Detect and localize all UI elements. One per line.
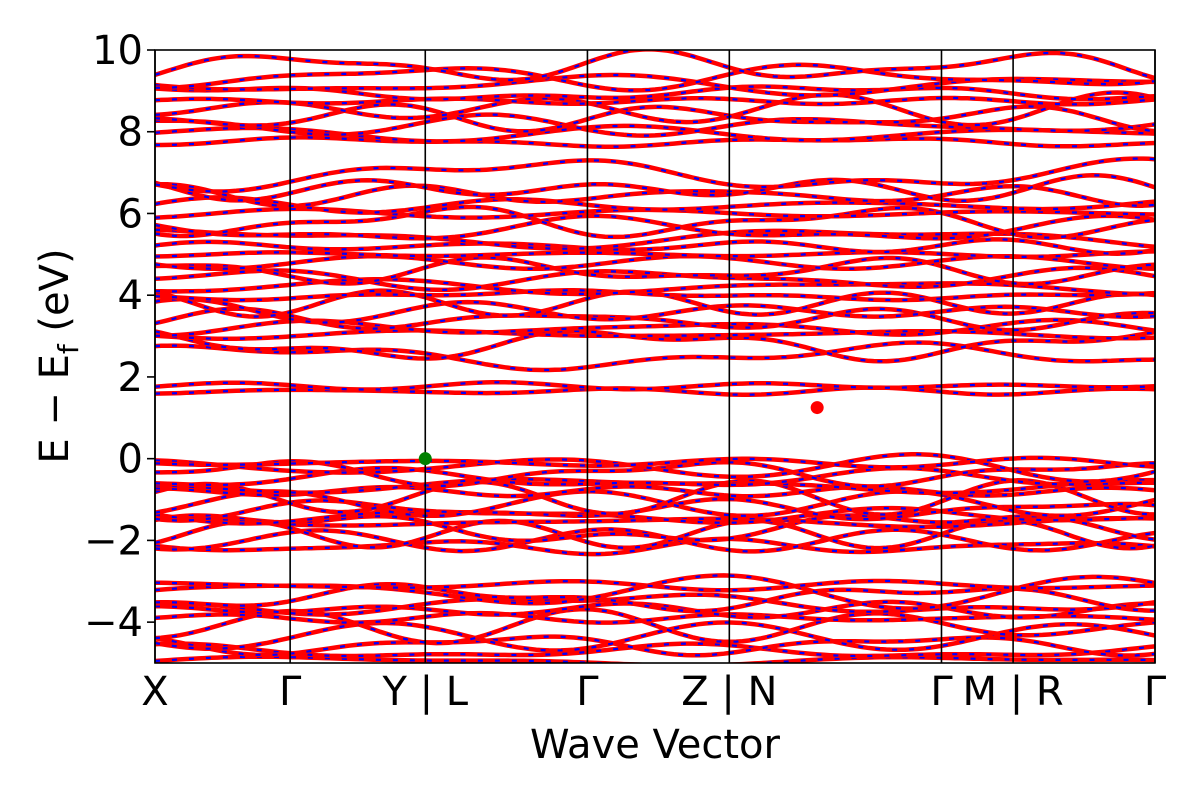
band-line-overlay xyxy=(155,250,1155,258)
band-edge-markers xyxy=(418,401,824,466)
band-line xyxy=(155,102,1155,134)
band-line-overlay xyxy=(155,341,1155,372)
x-tick-label: Y | L xyxy=(381,669,468,715)
x-tick-label: Γ xyxy=(576,669,599,715)
band-line-overlay xyxy=(155,278,1155,296)
band-line-overlay xyxy=(155,196,1155,214)
band-line xyxy=(155,204,1155,240)
band-line-overlay xyxy=(155,386,1155,396)
y-axis-title-unit: (eV) xyxy=(32,248,78,344)
band-line-overlay xyxy=(155,507,1155,525)
band-line-overlay xyxy=(155,600,1155,619)
band-line-overlay xyxy=(155,608,1155,645)
band-line-overlay xyxy=(155,174,1155,202)
y-tick-label: −2 xyxy=(84,518,143,564)
y-tick-label: 2 xyxy=(118,355,143,401)
y-tick-label: 0 xyxy=(118,437,143,483)
plot-frame xyxy=(154,49,1156,664)
band-line-overlay xyxy=(155,85,1155,101)
band-line-overlay xyxy=(155,381,1155,391)
band-line-overlay xyxy=(155,485,1155,498)
band-line xyxy=(155,296,1155,325)
band-line-overlay xyxy=(155,642,1155,658)
band-line-overlay xyxy=(155,655,1155,663)
x-tick-label: Γ xyxy=(279,669,302,715)
y-axis-ticks: 10 8 6 4 2 0 −2 −4 xyxy=(84,28,155,646)
band-line-overlay xyxy=(155,479,1155,516)
band-line-overlay xyxy=(155,519,1155,550)
y-axis-title: E − Ef (eV) xyxy=(32,248,85,463)
band-line-overlay xyxy=(155,289,1155,302)
band-line xyxy=(155,62,1155,93)
band-line-overlay xyxy=(155,214,1155,240)
band-line xyxy=(155,90,1155,128)
y-axis-title-main: E − E xyxy=(32,354,78,464)
band-line xyxy=(155,112,1155,138)
band-line xyxy=(155,380,1155,392)
x-tick-label: Γ xyxy=(1144,669,1167,715)
band-line xyxy=(155,156,1155,194)
x-tick-label: X xyxy=(141,669,168,715)
valence-band-maximum-marker xyxy=(418,452,432,466)
band-line xyxy=(155,328,1155,364)
conduction-band-minimum-marker xyxy=(810,401,824,415)
band-lines xyxy=(155,50,1155,663)
x-axis-title: Wave Vector xyxy=(530,722,781,768)
band-line-overlay xyxy=(155,593,1155,616)
band-line-overlay xyxy=(155,207,1155,219)
band-line xyxy=(155,654,1155,663)
band-line-overlay xyxy=(155,453,1155,483)
band-line xyxy=(155,581,1155,614)
band-line-overlay xyxy=(155,318,1155,337)
y-tick-label: −4 xyxy=(84,600,143,646)
y-axis-title-subscript: f xyxy=(52,343,85,354)
band-line-overlay xyxy=(155,238,1155,255)
band-line xyxy=(155,182,1155,209)
band-line-overlay xyxy=(155,329,1155,340)
band-line xyxy=(155,255,1155,287)
band-line-overlay xyxy=(155,456,1155,469)
band-line-overlay xyxy=(155,478,1155,495)
y-tick-label: 8 xyxy=(118,110,143,156)
band-line-overlay xyxy=(155,136,1155,148)
band-line xyxy=(155,50,1155,83)
band-line xyxy=(155,135,1155,149)
band-line xyxy=(155,489,1155,519)
y-tick-label: 6 xyxy=(118,191,143,237)
y-tick-label: 4 xyxy=(118,273,143,319)
band-line-overlay xyxy=(155,579,1155,592)
band-line-overlay xyxy=(155,96,1155,106)
x-tick-label: M | R xyxy=(962,669,1063,715)
x-tick-label: Z | N xyxy=(681,669,777,715)
x-tick-label: Γ xyxy=(930,669,953,715)
band-line-overlay xyxy=(155,516,1155,528)
y-tick-label: 10 xyxy=(92,28,143,74)
band-line xyxy=(155,513,1155,544)
band-line-overlay xyxy=(155,467,1155,486)
band-line xyxy=(155,620,1155,653)
